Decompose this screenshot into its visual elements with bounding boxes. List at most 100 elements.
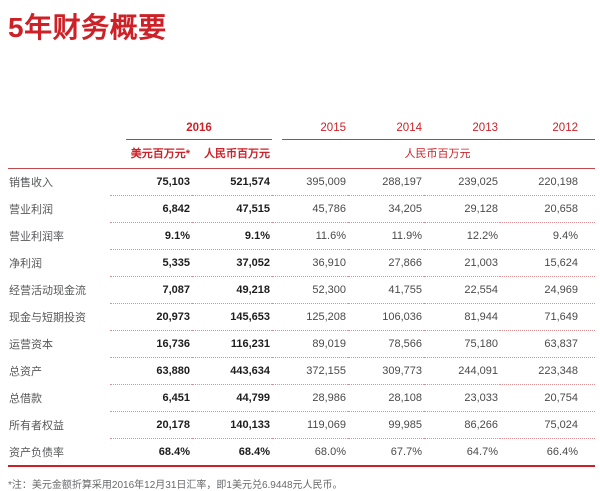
value-2015: 119,069	[272, 411, 348, 439]
value-2013: 239,025	[424, 168, 500, 196]
header-year-2014: 2014	[396, 122, 422, 134]
value-2014: 27,866	[348, 249, 424, 277]
value-2014: 28,108	[348, 384, 424, 412]
table-row: 运营资本 16,736 116,231 89,019 78,566 75,180…	[8, 330, 595, 358]
unit-usd-millions: 美元百万元*	[110, 140, 192, 169]
value-usd-2016: 75,103	[110, 168, 192, 196]
header-units-row: 美元百万元* 人民币百万元 人民币百万元	[8, 140, 595, 169]
value-usd-2016: 20,973	[110, 303, 192, 331]
value-2014: 288,197	[348, 168, 424, 196]
value-2015: 28,986	[272, 384, 348, 412]
value-rmb-2016: 116,231	[192, 330, 272, 358]
value-2012: 63,837	[500, 330, 595, 358]
value-2014: 67.7%	[348, 438, 424, 467]
value-usd-2016: 5,335	[110, 249, 192, 277]
value-rmb-2016: 140,133	[192, 411, 272, 439]
value-2015: 395,009	[272, 168, 348, 196]
table-row: 现金与短期投资 20,973 145,653 125,208 106,036 8…	[8, 303, 595, 331]
row-label: 营业利润	[9, 204, 53, 216]
value-usd-2016: 20,178	[110, 411, 192, 439]
row-label: 营业利润率	[9, 231, 64, 243]
table-row: 净利润 5,335 37,052 36,910 27,866 21,003 15…	[8, 249, 595, 277]
unit-rmb-millions-2016: 人民币百万元	[192, 140, 272, 169]
value-2014: 34,205	[348, 195, 424, 223]
value-2012: 71,649	[500, 303, 595, 331]
value-usd-2016: 63,880	[110, 357, 192, 385]
value-2013: 21,003	[424, 249, 500, 277]
row-label: 销售收入	[9, 177, 53, 190]
value-rmb-2016: 47,515	[192, 195, 272, 223]
header-units-spacer	[8, 140, 110, 169]
value-2012: 220,198	[500, 168, 595, 196]
value-rmb-2016: 49,218	[192, 276, 272, 304]
value-rmb-2016: 443,634	[192, 357, 272, 385]
value-2014: 11.9%	[348, 222, 424, 250]
value-2013: 22,554	[424, 276, 500, 304]
value-2012: 66.4%	[500, 438, 595, 467]
value-2012: 223,348	[500, 357, 595, 385]
value-2012: 9.4%	[500, 222, 595, 250]
value-2014: 41,755	[348, 276, 424, 304]
row-label: 运营资本	[9, 339, 53, 351]
value-2015: 52,300	[272, 276, 348, 304]
value-2015: 372,155	[272, 357, 348, 385]
row-label: 经营活动现金流	[9, 285, 86, 297]
value-2012: 20,754	[500, 384, 595, 412]
table-row: 总借款 6,451 44,799 28,986 28,108 23,033 20…	[8, 384, 595, 412]
header-year-2015: 2015	[320, 122, 346, 134]
header-group-2016: 2016	[110, 113, 272, 140]
row-label: 总借款	[9, 393, 42, 405]
table-row: 营业利润 6,842 47,515 45,786 34,205 29,128 2…	[8, 195, 595, 223]
table-row: 经营活动现金流 7,087 49,218 52,300 41,755 22,55…	[8, 276, 595, 304]
value-rmb-2016: 9.1%	[192, 222, 272, 250]
header-group-prior-years: 2015 2014 2013 2012	[272, 113, 595, 140]
value-2013: 81,944	[424, 303, 500, 331]
value-2013: 23,033	[424, 384, 500, 412]
table-row: 总资产 63,880 443,634 372,155 309,773 244,0…	[8, 357, 595, 385]
value-2015: 45,786	[272, 195, 348, 223]
value-usd-2016: 6,842	[110, 195, 192, 223]
value-2012: 15,624	[500, 249, 595, 277]
row-label: 净利润	[9, 258, 42, 270]
value-usd-2016: 68.4%	[110, 438, 192, 467]
value-2013: 86,266	[424, 411, 500, 439]
table-row: 销售收入 75,103 521,574 395,009 288,197 239,…	[8, 168, 595, 196]
value-2014: 309,773	[348, 357, 424, 385]
header-year-2013: 2013	[472, 122, 498, 134]
value-2014: 99,985	[348, 411, 424, 439]
value-rmb-2016: 521,574	[192, 168, 272, 196]
table-row: 所有者权益 20,178 140,133 119,069 99,985 86,2…	[8, 411, 595, 439]
value-rmb-2016: 44,799	[192, 384, 272, 412]
header-year-2012: 2012	[552, 122, 578, 134]
header-spacer	[8, 113, 110, 140]
value-2012: 75,024	[500, 411, 595, 439]
page-title: 5年财务概要	[8, 12, 167, 43]
header-year-2016: 2016	[126, 122, 272, 140]
unit-rmb-millions-prior-years: 人民币百万元	[272, 140, 595, 169]
value-2012: 24,969	[500, 276, 595, 304]
row-label: 所有者权益	[9, 420, 64, 432]
value-2014: 106,036	[348, 303, 424, 331]
row-label: 现金与短期投资	[9, 312, 86, 324]
value-2015: 125,208	[272, 303, 348, 331]
value-usd-2016: 6,451	[110, 384, 192, 412]
row-label: 资产负债率	[8, 438, 110, 467]
value-2013: 244,091	[424, 357, 500, 385]
value-2015: 11.6%	[272, 222, 348, 250]
value-2015: 68.0%	[272, 438, 348, 467]
value-rmb-2016: 68.4%	[192, 438, 272, 467]
financial-summary-table: 2016 2015 2014 2013 2012 美元百万元* 人民币百万元 人…	[8, 113, 595, 467]
prior-years-underline: 2015 2014 2013 2012	[282, 122, 595, 140]
table-row: 资产负债率 68.4% 68.4% 68.0% 67.7% 64.7% 66.4…	[8, 438, 595, 467]
table-row: 营业利润率 9.1% 9.1% 11.6% 11.9% 12.2% 9.4%	[8, 222, 595, 250]
header-years-row: 2016 2015 2014 2013 2012	[8, 113, 595, 140]
value-2013: 75,180	[424, 330, 500, 358]
value-usd-2016: 9.1%	[110, 222, 192, 250]
value-usd-2016: 16,736	[110, 330, 192, 358]
exchange-rate-footnote: *注：美元金额折算采用2016年12月31日汇率，即1美元兑6.9448元人民币…	[8, 480, 343, 491]
value-usd-2016: 7,087	[110, 276, 192, 304]
value-rmb-2016: 145,653	[192, 303, 272, 331]
value-2013: 12.2%	[424, 222, 500, 250]
value-2014: 78,566	[348, 330, 424, 358]
value-rmb-2016: 37,052	[192, 249, 272, 277]
